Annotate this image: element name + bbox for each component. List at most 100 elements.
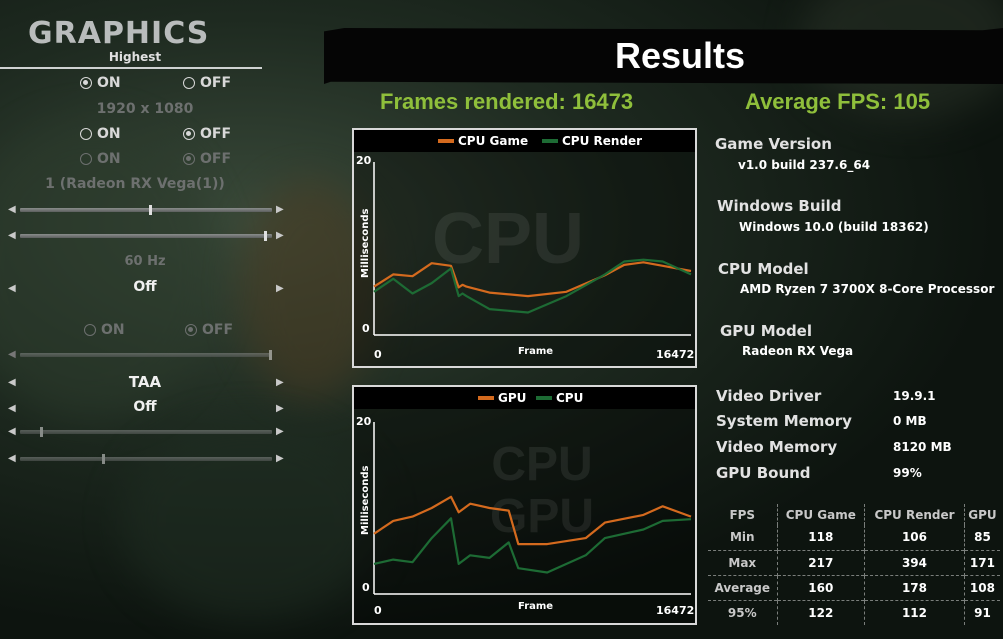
table-row: 95% 122 112 91 <box>708 599 1000 625</box>
slider5-knob[interactable] <box>102 454 106 464</box>
results-title: Results <box>614 35 746 76</box>
preset-value[interactable]: Highest <box>108 50 162 64</box>
table-row: Average 160 178 108 <box>708 574 1000 600</box>
cpu-chart-legend-item-1: CPU Game <box>438 134 528 148</box>
cpu-chart-watermark: CPU <box>432 199 585 279</box>
table-cell: 112 <box>864 599 965 625</box>
refresh-rate-value: 60 Hz <box>124 254 166 269</box>
slider4-left-arrow-icon[interactable]: ◀ <box>8 426 16 437</box>
anti-aliasing-value[interactable]: TAA <box>128 373 162 391</box>
system-memory-label: System Memory <box>716 412 852 430</box>
legend-swatch <box>542 139 558 143</box>
game-version-label: Game Version <box>715 135 832 153</box>
series-line-cpu-game <box>373 261 692 298</box>
gpu-chart-xlabel: Frame <box>518 601 554 612</box>
background-foliage-low <box>120 420 380 620</box>
legend-swatch <box>438 139 454 143</box>
radio-empty-icon <box>84 324 96 336</box>
cpu-model-value: AMD Ryzen 7 3700X 8-Core Processor <box>740 282 995 296</box>
video-driver-label: Video Driver <box>716 387 822 405</box>
aa-right-arrow-icon[interactable]: ▶ <box>276 377 284 388</box>
slider1-left-arrow-icon[interactable]: ◀ <box>8 204 16 215</box>
slider2-knob[interactable] <box>264 231 268 241</box>
vsync-right-arrow-icon[interactable]: ▶ <box>276 283 284 294</box>
toggle3-on-radio[interactable]: ON <box>80 151 121 167</box>
slider2-track[interactable] <box>20 231 272 241</box>
toggle2-on-radio[interactable]: ON <box>80 126 121 142</box>
gpu-chart-x-tick-min: 0 <box>374 604 382 617</box>
slider5-right-arrow-icon[interactable]: ▶ <box>276 453 284 464</box>
cpu-chart-y-tick-min: 0 <box>362 322 370 335</box>
radio-selected-icon <box>80 77 92 89</box>
slider4-track[interactable] <box>20 427 272 437</box>
gpu-chart-x-tick-max: 16472 <box>656 604 695 617</box>
cpu-chart: CPU Game CPU Render CPU Milliseconds 20 … <box>352 128 697 368</box>
gpu-chart-legend-item-1: GPU <box>478 391 526 405</box>
slider2-right-arrow-icon[interactable]: ▶ <box>276 230 284 241</box>
option-left-arrow-icon[interactable]: ◀ <box>8 403 16 414</box>
radio-selected-icon <box>183 128 195 140</box>
table-row: Min 118 106 85 <box>708 525 1000 550</box>
slider1-right-arrow-icon[interactable]: ▶ <box>276 204 284 215</box>
cpu-chart-y-tick-max: 20 <box>356 154 372 167</box>
cpu-chart-x-tick-max: 16472 <box>656 348 695 361</box>
background-statue <box>240 180 380 400</box>
toggle4-on-radio[interactable]: ON <box>84 322 125 338</box>
option-right-arrow-icon[interactable]: ▶ <box>276 403 284 414</box>
table-cell: 171 <box>963 549 1000 575</box>
slider3-left-arrow-icon[interactable]: ◀ <box>8 349 16 360</box>
game-version-value: v1.0 build 237.6_64 <box>738 158 871 172</box>
gpu-model-label: GPU Model <box>720 322 812 340</box>
gpu-chart-y-tick-min: 0 <box>362 581 370 594</box>
table-cell: 217 <box>776 549 865 575</box>
graphics-divider <box>0 67 262 69</box>
frames-rendered: Frames rendered: 16473 <box>380 89 634 114</box>
fps-stats-table: FPS CPU Game CPU Render GPU Min 118 106 … <box>708 504 1000 625</box>
table-cell: 85 <box>963 525 1000 550</box>
aa-left-arrow-icon[interactable]: ◀ <box>8 377 16 388</box>
table-cell: 178 <box>864 574 965 600</box>
cpu-chart-x-tick-min: 0 <box>374 348 382 361</box>
results-banner <box>324 28 1003 84</box>
cpu-chart-plot <box>373 162 692 336</box>
vsync-value[interactable]: Off <box>133 279 157 295</box>
toggle1-off-radio[interactable]: OFF <box>183 75 231 91</box>
gpu-chart: GPU CPU CPU GPU Milliseconds 20 0 0 1647… <box>352 385 697 625</box>
gpu-model-value: Radeon RX Vega <box>742 344 854 358</box>
option-value[interactable]: Off <box>133 399 157 415</box>
table-header: FPS <box>729 507 756 522</box>
table-header: CPU Render <box>864 504 965 525</box>
table-cell: 91 <box>963 599 1000 625</box>
slider4-knob[interactable] <box>39 427 43 437</box>
toggle2-off-radio[interactable]: OFF <box>183 126 231 142</box>
table-cell: 118 <box>776 525 865 550</box>
table-cell: Max <box>708 549 778 575</box>
radio-empty-icon <box>183 77 195 89</box>
series-line-cpu <box>373 517 692 574</box>
table-cell: 106 <box>864 525 965 550</box>
cpu-chart-legend-item-2: CPU Render <box>542 134 642 148</box>
slider5-left-arrow-icon[interactable]: ◀ <box>8 453 16 464</box>
resolution-value: 1920 x 1080 <box>96 101 194 117</box>
slider3-track[interactable] <box>20 350 272 360</box>
average-fps: Average FPS: 105 <box>745 89 931 114</box>
slider3-knob[interactable] <box>269 350 272 360</box>
slider4-right-arrow-icon[interactable]: ▶ <box>276 426 284 437</box>
toggle3-off-radio[interactable]: OFF <box>183 151 231 167</box>
gpu-chart-legend-item-2: CPU <box>536 391 583 405</box>
slider5-track[interactable] <box>20 454 272 464</box>
legend-swatch <box>478 396 494 400</box>
slider1-knob[interactable] <box>149 205 153 215</box>
slider1-track[interactable] <box>20 205 272 215</box>
gpu-chart-legend-bar <box>354 387 695 409</box>
gpu-chart-plot <box>373 422 692 595</box>
toggle1-on-radio[interactable]: ON <box>80 75 121 91</box>
radio-empty-icon <box>80 128 92 140</box>
system-memory-value: 0 MB <box>893 414 927 428</box>
cpu-chart-legend-bar <box>354 130 695 152</box>
windows-build-label: Windows Build <box>717 197 842 215</box>
slider2-left-arrow-icon[interactable]: ◀ <box>8 230 16 241</box>
cpu-chart-xlabel: Frame <box>518 346 554 357</box>
vsync-left-arrow-icon[interactable]: ◀ <box>8 283 16 294</box>
toggle4-off-radio[interactable]: OFF <box>185 322 233 338</box>
